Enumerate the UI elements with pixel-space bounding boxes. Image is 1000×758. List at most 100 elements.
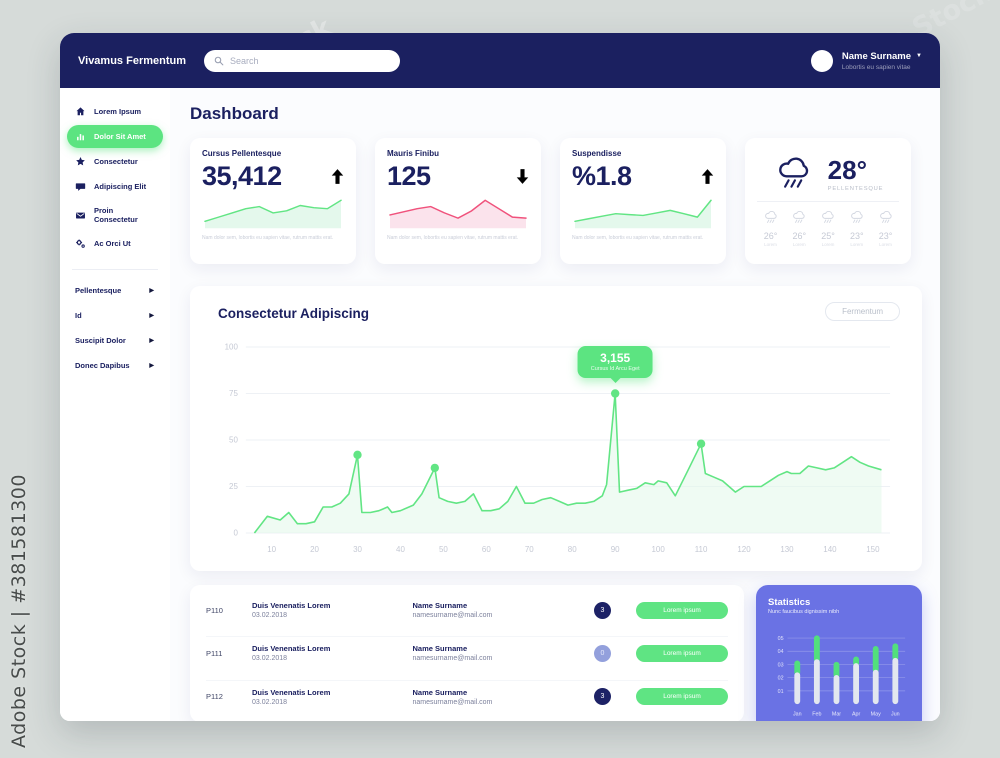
svg-text:150: 150 [866, 545, 880, 554]
search-bar[interactable] [204, 49, 400, 72]
chart-filter-button[interactable]: Fermentum [825, 302, 900, 321]
line-chart: 0 25 50 75 100 10 20 30 40 50 60 70 80 90 100 110 120 130… [225, 342, 891, 554]
sidebar-item-ac-orci-ut[interactable]: Ac Orci Ut [67, 232, 163, 255]
page-title: Dashboard [190, 104, 279, 123]
sparkline-chart [574, 199, 712, 229]
sidebar-link-suscipit-dolor[interactable]: Suscipit Dolor ▶ [60, 328, 170, 353]
stat-card-mauris-finibu: Mauris Finibu 125 Nam dolor sem, loborti… [375, 138, 541, 264]
forecast-label: Lorem [879, 242, 892, 247]
forecast-label: Lorem [764, 242, 777, 247]
sidebar-item-consectetur[interactable]: Consectetur [67, 150, 163, 173]
home-icon [76, 107, 85, 116]
svg-text:May: May [871, 712, 881, 718]
sidebar: Lorem Ipsum Dolor Sit Amet Consectetur A… [60, 88, 170, 721]
sidebar-link-label: Pellentesque [75, 286, 122, 295]
svg-text:Jun: Jun [891, 712, 900, 718]
user-name: Name Surname [841, 50, 912, 62]
current-temperature: 28° [827, 154, 867, 185]
sidebar-item-dolor-sit-amet[interactable]: Dolor Sit Amet [67, 125, 163, 148]
cloud-rain-icon [822, 210, 834, 223]
chevron-down-icon: ▼ [916, 53, 922, 59]
chart-tooltip: 3,155 Cursus Id Arcu Eget [577, 345, 653, 378]
sidebar-item-label: Ac Orci Ut [94, 239, 131, 248]
watermark-side-text: Adobe Stock | #381581300 [8, 474, 30, 748]
count-badge: 3 [594, 601, 611, 619]
chevron-right-icon: ▶ [149, 338, 154, 344]
svg-text:60: 60 [482, 545, 491, 554]
row-id: P112 [206, 692, 223, 702]
weather-divider [757, 201, 899, 202]
row-item: Duis Venenatis Lorem [252, 644, 331, 654]
stat-card-caption: Nam dolor sem, lobortis eu sapien vitae,… [572, 235, 704, 241]
svg-text:Jan: Jan [793, 712, 802, 718]
table-row: P112 Duis Venenatis Lorem 03.02.2018 Nam… [206, 679, 728, 713]
sidebar-link-pellentesque[interactable]: Pellentesque ▶ [60, 278, 170, 303]
row-action-button[interactable]: Lorem ipsum [636, 644, 728, 662]
sidebar-item-lorem-ipsum[interactable]: Lorem Ipsum [67, 100, 163, 123]
chevron-right-icon: ▶ [149, 288, 154, 294]
svg-text:Mar: Mar [832, 712, 841, 718]
forecast-temp: 26° [792, 231, 807, 241]
svg-text:50: 50 [439, 545, 448, 554]
sidebar-item-proin-consectetur[interactable]: Proin Consectetur [67, 200, 163, 230]
sidebar-item-label: Dolor Sit Amet [94, 132, 146, 141]
forecast-temp: 26° [763, 231, 778, 241]
user-subtitle: Lobortis eu sapien vitae [841, 63, 911, 71]
stat-cards-row: Cursus Pellentesque 35,412 Nam dolor sem… [190, 138, 922, 264]
weather-card: 28° PELLENTESQUE 26° Lorem [745, 138, 911, 264]
row-name: Name Surname [412, 644, 468, 654]
svg-text:Feb: Feb [812, 712, 821, 718]
sparkline-chart [204, 199, 342, 229]
row-action-button[interactable]: Lorem ipsum [636, 688, 728, 706]
brand-logo[interactable]: Vivamus Fermentum [78, 54, 187, 67]
forecast-item: 26° Lorem [757, 210, 784, 247]
svg-text:01: 01 [778, 689, 784, 695]
row-date: 03.02.2018 [252, 698, 288, 706]
count-badge: 0 [594, 644, 611, 662]
cloud-rain-icon [764, 210, 777, 223]
search-input[interactable] [230, 55, 390, 66]
chat-icon [75, 183, 86, 191]
stat-card-caption: Nam dolor sem, lobortis eu sapien vitae,… [202, 235, 334, 241]
stat-card-title: Mauris Finibu [387, 149, 439, 158]
svg-text:140: 140 [823, 545, 837, 554]
row-email: namesurname@mail.com [412, 698, 493, 706]
svg-text:05: 05 [778, 636, 784, 642]
forecast-label: Lorem [792, 242, 806, 247]
svg-text:70: 70 [525, 545, 534, 554]
forecast-item: 26° Lorem [786, 210, 813, 247]
row-date: 03.02.2018 [252, 612, 288, 620]
bar-chart: 05 04 03 02 01 Jan Feb Mar Apr May Jun [778, 635, 906, 718]
tooltip-label: Cursus Id Arcu Eget [590, 365, 640, 372]
chevron-right-icon: ▶ [149, 363, 154, 369]
svg-text:110: 110 [695, 545, 708, 554]
sidebar-item-adipiscing-elit[interactable]: Adipiscing Elit [67, 175, 163, 198]
user-menu[interactable]: Name Surname ▼ Lobortis eu sapien vitae [842, 51, 922, 71]
sparkline-chart [389, 199, 527, 229]
star-icon [76, 157, 85, 166]
forecast-temp: 23° [849, 231, 864, 241]
stat-card-suspendisse: Suspendisse %1.8 Nam dolor sem, lobortis… [560, 138, 726, 264]
trend-up-icon [701, 169, 714, 184]
row-id: P111 [206, 648, 223, 658]
search-icon [214, 56, 224, 65]
cloud-rain-icon [879, 210, 892, 223]
svg-text:Apr: Apr [852, 712, 861, 718]
avatar[interactable] [810, 49, 833, 72]
row-action-button[interactable]: Lorem ipsum [636, 601, 728, 619]
table-row: P110 Duis Venenatis Lorem 03.02.2018 Nam… [206, 594, 728, 626]
table-card: P110 Duis Venenatis Lorem 03.02.2018 Nam… [190, 585, 744, 721]
sidebar-item-label: Consectetur [94, 157, 138, 166]
statistics-title: Statistics [768, 597, 811, 608]
stat-card-title: Suspendisse [572, 149, 622, 158]
sidebar-link-id[interactable]: Id ▶ [60, 303, 170, 328]
svg-text:30: 30 [353, 545, 362, 554]
svg-text:40: 40 [396, 545, 405, 554]
stat-card-value: 125 [387, 161, 431, 191]
svg-text:10: 10 [267, 545, 276, 554]
forecast-label: Lorem [821, 242, 835, 247]
sidebar-link-donec-dapibus[interactable]: Donec Dapibus ▶ [60, 353, 170, 378]
svg-text:50: 50 [229, 435, 238, 444]
mail-icon [76, 212, 85, 219]
